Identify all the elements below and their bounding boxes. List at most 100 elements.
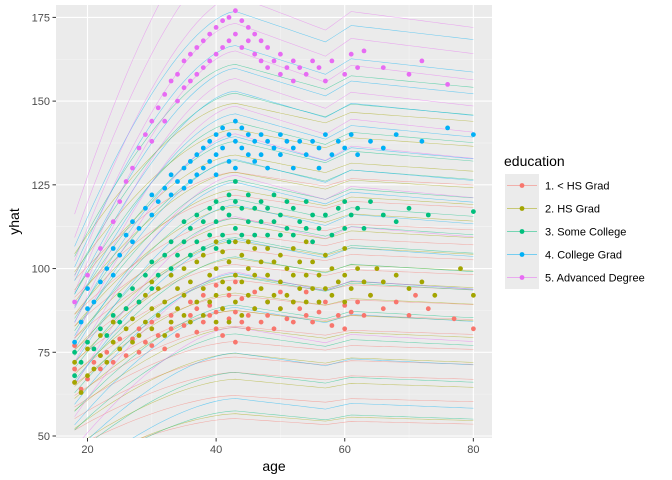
data-point bbox=[226, 292, 232, 298]
data-point bbox=[278, 152, 283, 158]
fitted-curve bbox=[74, 90, 474, 295]
data-point bbox=[175, 333, 180, 338]
data-point bbox=[265, 138, 270, 144]
data-point bbox=[471, 209, 476, 215]
data-point bbox=[265, 299, 270, 305]
data-point bbox=[98, 366, 103, 372]
data-point bbox=[104, 266, 110, 271]
data-point bbox=[200, 286, 206, 291]
data-point bbox=[194, 172, 200, 178]
data-point bbox=[316, 145, 322, 151]
data-point bbox=[220, 125, 226, 131]
data-point bbox=[200, 38, 206, 44]
data-point bbox=[368, 138, 373, 144]
data-point bbox=[162, 299, 168, 305]
data-point bbox=[220, 333, 226, 338]
legend-key-point bbox=[519, 229, 525, 234]
data-point bbox=[233, 309, 238, 315]
data-point bbox=[143, 339, 148, 345]
data-point bbox=[136, 145, 142, 151]
data-point bbox=[335, 138, 341, 144]
data-point bbox=[355, 266, 360, 271]
data-point bbox=[213, 172, 219, 178]
data-point bbox=[123, 232, 129, 238]
data-point bbox=[91, 359, 97, 365]
data-point bbox=[265, 246, 270, 251]
fitted-curve bbox=[87, 378, 474, 438]
fitted-curve bbox=[74, 113, 474, 309]
data-point bbox=[297, 65, 303, 70]
legend-key-point bbox=[519, 206, 525, 211]
data-point bbox=[471, 326, 476, 332]
data-point bbox=[380, 212, 386, 218]
legend-label: 4. College Grad bbox=[545, 250, 622, 262]
data-point bbox=[91, 299, 97, 305]
data-point bbox=[342, 145, 348, 151]
data-point bbox=[194, 239, 200, 245]
data-point bbox=[98, 326, 103, 332]
fitted-curve bbox=[74, 341, 474, 408]
data-point bbox=[419, 138, 425, 144]
data-point bbox=[110, 313, 116, 318]
data-point bbox=[123, 179, 129, 184]
data-point bbox=[239, 319, 245, 325]
data-point bbox=[226, 159, 232, 164]
fitted-curve bbox=[74, 304, 474, 412]
data-point bbox=[278, 279, 283, 285]
data-point bbox=[335, 279, 341, 285]
data-point bbox=[419, 279, 425, 285]
data-point bbox=[162, 92, 168, 97]
data-point bbox=[130, 239, 135, 245]
data-point bbox=[323, 212, 328, 218]
data-point bbox=[368, 199, 373, 205]
fitted-curve bbox=[74, 372, 474, 431]
data-point bbox=[297, 306, 303, 312]
legend: education 1. < HS Grad 2. HS Grad 3. Some … bbox=[504, 153, 645, 289]
data-point bbox=[149, 259, 155, 265]
data-point bbox=[220, 306, 226, 312]
data-point bbox=[117, 292, 123, 298]
data-point bbox=[432, 292, 438, 298]
data-point bbox=[252, 159, 258, 164]
data-point bbox=[245, 25, 251, 30]
fitted-curve bbox=[74, 154, 474, 291]
data-point bbox=[226, 38, 232, 44]
data-point bbox=[303, 272, 309, 278]
data-point bbox=[451, 316, 457, 322]
data-point bbox=[348, 309, 354, 315]
data-point bbox=[303, 226, 309, 231]
data-point bbox=[130, 316, 135, 322]
data-point bbox=[303, 289, 309, 295]
data-point bbox=[155, 105, 161, 111]
data-point bbox=[194, 306, 200, 312]
legend-key-point bbox=[519, 183, 525, 188]
data-point bbox=[310, 286, 315, 291]
fitted-curve bbox=[74, 174, 474, 363]
data-point bbox=[239, 313, 245, 318]
data-point bbox=[245, 292, 251, 298]
data-point bbox=[406, 71, 412, 77]
data-point bbox=[323, 78, 328, 84]
data-point bbox=[143, 272, 148, 278]
y-tick-label: 175 bbox=[32, 12, 50, 24]
data-point bbox=[297, 138, 303, 144]
data-point bbox=[207, 272, 213, 278]
data-point bbox=[72, 349, 77, 355]
data-point bbox=[233, 138, 238, 144]
data-point bbox=[213, 132, 219, 138]
data-point bbox=[329, 232, 335, 238]
data-point bbox=[72, 299, 77, 305]
fitted-curve bbox=[74, 292, 474, 387]
data-point bbox=[323, 132, 328, 138]
data-point bbox=[316, 309, 322, 315]
fitted-curve bbox=[74, 194, 474, 298]
data-point bbox=[342, 226, 348, 231]
data-point bbox=[303, 313, 309, 318]
data-point bbox=[323, 252, 328, 258]
data-point bbox=[271, 192, 277, 198]
data-point bbox=[207, 299, 213, 305]
data-point bbox=[226, 15, 232, 20]
data-point bbox=[162, 252, 168, 258]
data-point bbox=[245, 239, 251, 245]
data-point bbox=[284, 226, 290, 231]
